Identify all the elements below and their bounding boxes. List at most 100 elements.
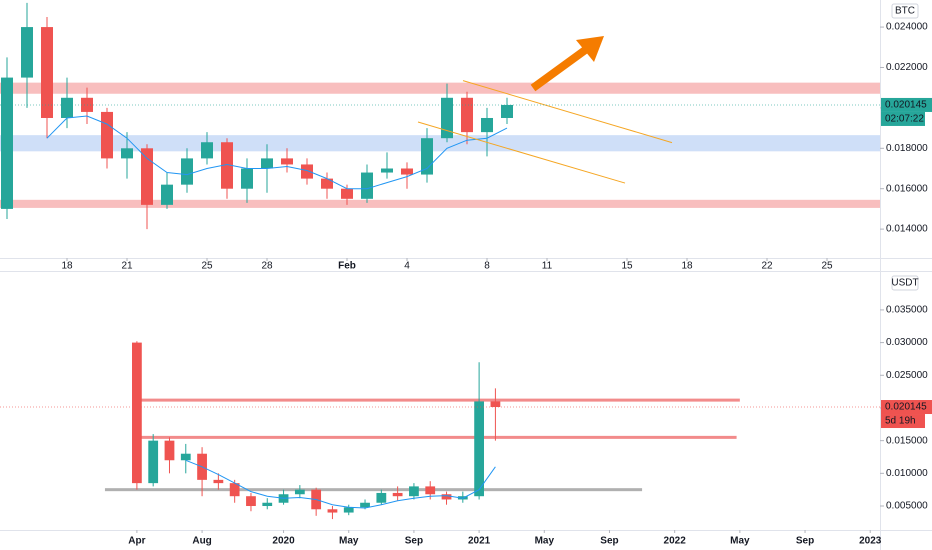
candle: [121, 132, 133, 179]
candle: [21, 2, 33, 108]
candle-body: [441, 97, 453, 139]
arrow-shaft: [530, 44, 591, 92]
x-tick-label: Apr: [128, 536, 145, 547]
x-tick-label: 22: [761, 261, 773, 272]
candle: [221, 138, 233, 199]
candle: [341, 184, 353, 205]
candle-body: [121, 148, 133, 159]
zone: [0, 199, 880, 208]
candle: [246, 492, 256, 512]
currency-box: [891, 3, 919, 19]
x-tick-label: 4: [404, 261, 410, 272]
countdown-tag: [881, 414, 925, 429]
candle: [201, 132, 213, 165]
candle: [262, 498, 273, 510]
x-tick-label: May: [535, 536, 555, 547]
candle-body: [213, 479, 224, 484]
candle-body: [281, 158, 293, 165]
candle-body: [343, 507, 354, 513]
y-tick-label: 0.018000: [886, 143, 928, 154]
candle-body: [101, 111, 113, 159]
x-tick-label: 2020: [272, 536, 295, 547]
candle-body: [0, 77, 13, 209]
x-tick-label: 25: [201, 261, 213, 272]
y-tick-label: 0.010000: [886, 468, 928, 479]
candle: [294, 485, 305, 499]
candle: [409, 483, 419, 500]
trendline: [462, 80, 673, 144]
last-price-tag: [881, 97, 932, 112]
candle: [321, 172, 333, 199]
candle: [301, 158, 313, 185]
x-tick-label: Sep: [600, 536, 618, 547]
candle-body: [229, 483, 240, 497]
currency-box: [891, 275, 919, 291]
y-tick-label: 0.005000: [886, 501, 928, 512]
y-tick-label: 0.030000: [886, 337, 928, 348]
candle: [381, 152, 393, 179]
candle-body: [327, 509, 338, 513]
candle: [132, 341, 142, 490]
candle: [41, 16, 53, 139]
candle-body: [481, 117, 493, 133]
candle: [327, 506, 338, 520]
plot-area: [104, 341, 740, 520]
candle-body: [180, 453, 191, 461]
trendline: [417, 121, 626, 184]
zone: [0, 82, 880, 94]
candle-body: [261, 158, 273, 169]
candle-body: [321, 178, 333, 189]
candle-body: [132, 342, 142, 484]
x-tick-label: Aug: [192, 536, 211, 547]
x-tick-label: 21: [121, 261, 133, 272]
candle-body: [164, 440, 175, 461]
x-tick-label: Sep: [796, 536, 814, 547]
candle: [241, 158, 253, 203]
x-tick-label: 15: [621, 261, 633, 272]
candle-body: [474, 401, 484, 497]
candle-body: [361, 172, 373, 199]
candle-body: [401, 168, 413, 175]
currency-label: USDT: [891, 278, 918, 289]
x-tick-label: May: [339, 536, 359, 547]
candle: [229, 479, 240, 503]
x-tick-label: 18: [681, 261, 693, 272]
candle-body: [461, 97, 473, 133]
x-tick-label: Feb: [338, 261, 356, 272]
candle: [164, 437, 175, 474]
candle-body: [425, 486, 436, 495]
y-tick-label: 0.025000: [886, 370, 928, 381]
candle-body: [381, 168, 393, 173]
candle: [281, 148, 293, 173]
candle-body: [441, 494, 452, 500]
x-tick-label: 25: [821, 261, 833, 272]
x-tick-label: 18: [61, 261, 73, 272]
y-tick-label: 0.014000: [886, 224, 928, 235]
candle: [101, 107, 113, 169]
arrow-head: [576, 36, 604, 62]
candle-body: [376, 492, 387, 503]
candle: [461, 91, 473, 145]
candle-body: [201, 142, 213, 159]
candle-body: [148, 440, 159, 484]
level-line: [104, 488, 643, 492]
y-tick-label: 0.016000: [886, 183, 928, 194]
last-price-label: 0.020145: [885, 100, 927, 111]
candle: [441, 491, 452, 505]
candle: [213, 473, 224, 490]
arrow: [530, 36, 604, 92]
x-tick-label: 11: [542, 261, 553, 272]
x-tick-label: 2023: [859, 536, 882, 547]
plot-area: [0, 2, 880, 230]
candle: [481, 107, 493, 157]
candle-body: [262, 502, 273, 507]
x-tick-label: 28: [261, 261, 273, 272]
candle: [392, 486, 403, 501]
candle-body: [246, 496, 256, 507]
level-line: [135, 398, 740, 402]
candle-body: [409, 486, 419, 497]
x-tick-label: 2021: [468, 536, 491, 547]
y-tick-label: 0.035000: [886, 305, 928, 316]
candle-body: [421, 138, 433, 175]
